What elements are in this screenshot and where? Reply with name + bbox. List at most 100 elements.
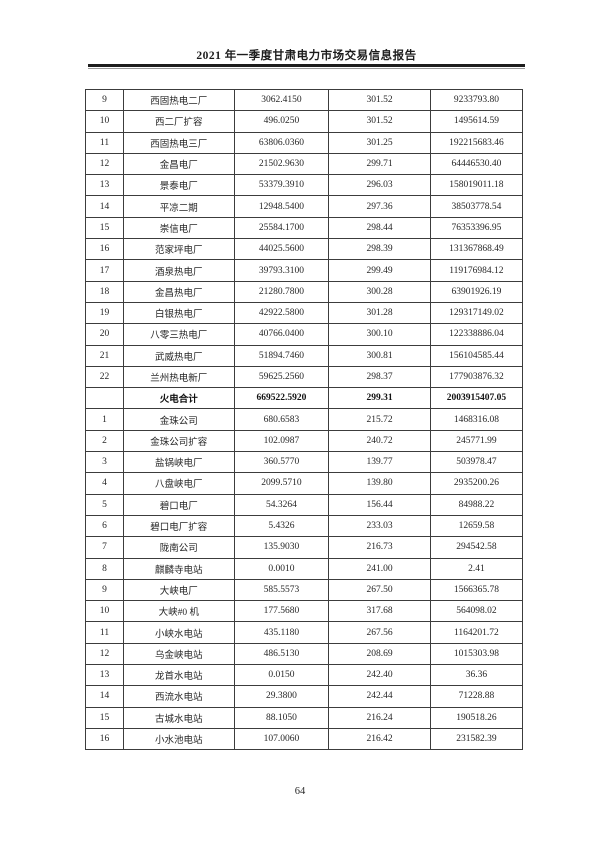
table-row: 14 西流水电站 29.3800 242.44 71228.88 — [84, 685, 524, 708]
table-row: 21 武威热电厂 51894.7460 300.81 156104585.44 — [84, 344, 524, 367]
table-row: 16 小水池电站 107.0060 216.42 231582.39 — [84, 727, 524, 751]
volume-cell: 88.1050 — [233, 706, 330, 729]
amount-cell: 245771.99 — [429, 429, 524, 453]
volume-cell: 39793.3100 — [233, 259, 330, 282]
table-row: 17 酒泉热电厂 39793.3100 299.49 119176984.12 — [84, 259, 524, 282]
row-index-cell: 16 — [84, 727, 125, 751]
volume-cell: 0.0010 — [233, 557, 330, 580]
price-cell: 139.77 — [328, 451, 431, 474]
amount-cell: 119176984.12 — [429, 259, 524, 282]
plant-name-cell: 八零三热电厂 — [123, 323, 235, 346]
plant-name-cell: 平凉二期 — [123, 195, 235, 218]
price-cell: 208.69 — [328, 642, 431, 666]
page-title: 2021 年一季度甘肃电力市场交易信息报告 — [196, 50, 417, 62]
table-row: 11 西固热电三厂 63806.0360 301.25 192215683.46 — [84, 131, 524, 154]
price-cell: 301.25 — [328, 131, 431, 154]
price-cell: 301.28 — [328, 301, 431, 325]
volume-cell: 107.0060 — [233, 727, 330, 751]
trading-data-table: 9 西固热电二厂 3062.4150 301.52 9233793.80 10 西二厂扩容 4… — [84, 88, 524, 751]
table-row: 18 金昌热电厂 21280.7800 300.28 63901926.19 — [84, 280, 524, 303]
plant-name-cell: 大峡#0 机 — [123, 600, 235, 623]
volume-cell: 25584.1700 — [233, 216, 330, 240]
row-index-cell: 19 — [84, 301, 125, 325]
amount-cell: 158019011.18 — [429, 174, 524, 197]
plant-name-cell: 八盘峡电厂 — [123, 472, 235, 495]
amount-cell: 1468316.08 — [429, 408, 524, 431]
price-cell: 139.80 — [328, 472, 431, 495]
amount-cell: 129317149.02 — [429, 301, 524, 325]
plant-name-cell: 金珠公司扩容 — [123, 429, 235, 453]
price-cell: 297.36 — [328, 195, 431, 218]
amount-cell: 71228.88 — [429, 685, 524, 708]
plant-name-cell: 火电合计 — [123, 387, 235, 410]
table-row: 9 西固热电二厂 3062.4150 301.52 9233793.80 — [84, 88, 524, 112]
volume-cell: 669522.5920 — [233, 387, 330, 410]
table-row: 20 八零三热电厂 40766.0400 300.10 122338886.04 — [84, 323, 524, 346]
page-footer: 64 — [0, 786, 600, 797]
price-cell: 317.68 — [328, 600, 431, 623]
plant-name-cell: 大峡电厂 — [123, 578, 235, 602]
plant-name-cell: 西固热电二厂 — [123, 88, 235, 112]
row-index-cell: 12 — [84, 642, 125, 666]
volume-cell: 40766.0400 — [233, 323, 330, 346]
price-cell: 216.42 — [328, 727, 431, 751]
amount-cell: 2935200.26 — [429, 472, 524, 495]
table-row: 7 陇南公司 135.9030 216.73 294542.58 — [84, 536, 524, 559]
row-index-cell: 6 — [84, 514, 125, 538]
price-cell: 299.31 — [328, 387, 431, 410]
plant-name-cell: 范家坪电厂 — [123, 238, 235, 261]
row-index-cell: 5 — [84, 493, 125, 516]
volume-cell: 59625.2560 — [233, 365, 330, 389]
row-index-cell: 3 — [84, 451, 125, 474]
volume-cell: 44025.5600 — [233, 238, 330, 261]
row-index-cell: 21 — [84, 344, 125, 367]
row-index-cell: 7 — [84, 536, 125, 559]
row-index-cell: 13 — [84, 174, 125, 197]
table-row-total: 火电合计 669522.5920 299.31 2003915407.05 — [84, 387, 524, 410]
header-rule — [88, 64, 525, 69]
plant-name-cell: 古城水电站 — [123, 706, 235, 729]
plant-name-cell: 景泰电厂 — [123, 174, 235, 197]
row-index-cell: 16 — [84, 238, 125, 261]
table-row: 15 崇信电厂 25584.1700 298.44 76353396.95 — [84, 216, 524, 240]
row-index-cell — [84, 387, 125, 410]
volume-cell: 12948.5400 — [233, 195, 330, 218]
table-row: 4 八盘峡电厂 2099.5710 139.80 2935200.26 — [84, 472, 524, 495]
table-row: 8 麒麟寺电站 0.0010 241.00 2.41 — [84, 557, 524, 580]
price-cell: 242.40 — [328, 664, 431, 687]
amount-cell: 38503778.54 — [429, 195, 524, 218]
amount-cell: 231582.39 — [429, 727, 524, 751]
row-index-cell: 9 — [84, 88, 125, 112]
table-row: 12 金昌电厂 21502.9630 299.71 64446530.40 — [84, 152, 524, 176]
volume-cell: 63806.0360 — [233, 131, 330, 154]
row-index-cell: 2 — [84, 429, 125, 453]
price-cell: 296.03 — [328, 174, 431, 197]
row-index-cell: 10 — [84, 110, 125, 133]
row-index-cell: 11 — [84, 621, 125, 644]
amount-cell: 190518.26 — [429, 706, 524, 729]
row-index-cell: 13 — [84, 664, 125, 687]
row-index-cell: 15 — [84, 706, 125, 729]
row-index-cell: 14 — [84, 195, 125, 218]
plant-name-cell: 酒泉热电厂 — [123, 259, 235, 282]
amount-cell: 9233793.80 — [429, 88, 524, 112]
table-row: 10 西二厂扩容 496.0250 301.52 1495614.59 — [84, 110, 524, 133]
table-row: 5 碧口电厂 54.3264 156.44 84988.22 — [84, 493, 524, 516]
volume-cell: 53379.3910 — [233, 174, 330, 197]
price-cell: 156.44 — [328, 493, 431, 516]
price-cell: 301.52 — [328, 110, 431, 133]
plant-name-cell: 西流水电站 — [123, 685, 235, 708]
table-row: 2 金珠公司扩容 102.0987 240.72 245771.99 — [84, 429, 524, 453]
price-cell: 233.03 — [328, 514, 431, 538]
plant-name-cell: 金昌电厂 — [123, 152, 235, 176]
volume-cell: 2099.5710 — [233, 472, 330, 495]
volume-cell: 21280.7800 — [233, 280, 330, 303]
amount-cell: 1015303.98 — [429, 642, 524, 666]
amount-cell: 76353396.95 — [429, 216, 524, 240]
plant-name-cell: 西二厂扩容 — [123, 110, 235, 133]
amount-cell: 294542.58 — [429, 536, 524, 559]
amount-cell: 1164201.72 — [429, 621, 524, 644]
amount-cell: 36.36 — [429, 664, 524, 687]
plant-name-cell: 小峡水电站 — [123, 621, 235, 644]
